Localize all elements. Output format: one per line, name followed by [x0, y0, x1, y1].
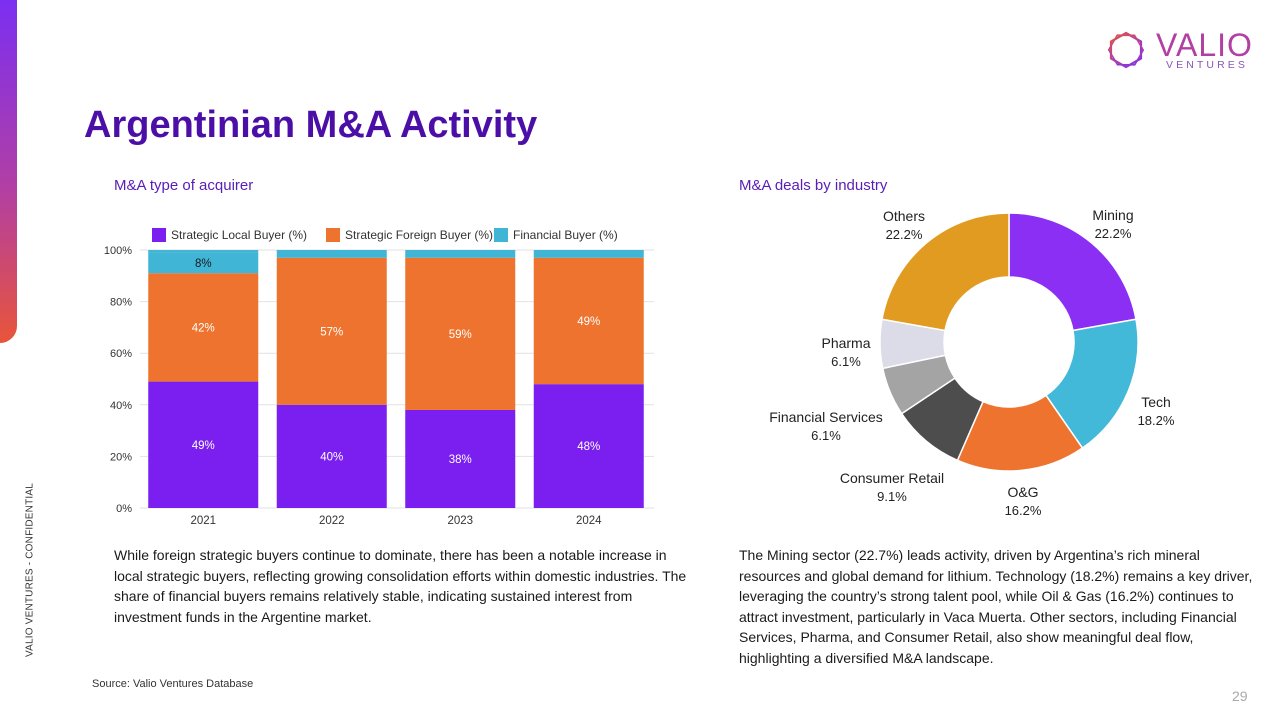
bar-segment: [533, 250, 644, 258]
bar-segment: [405, 250, 516, 258]
bar-data-label: 59%: [449, 329, 472, 341]
slice-value-label: 9.1%: [877, 489, 907, 504]
slice-name-label: Mining: [1092, 207, 1133, 223]
legend-swatch: [326, 228, 340, 242]
slice-value-label: 18.2%: [1138, 413, 1175, 428]
bar-segment: [148, 252, 259, 274]
legend-swatch: [152, 228, 166, 242]
bar-data-label: 57%: [320, 326, 343, 338]
y-tick-label: 60%: [110, 348, 132, 360]
donut-chart-heading: M&A deals by industry: [739, 177, 888, 194]
y-tick-label: 100%: [104, 245, 132, 257]
hexagon-logo-icon: [1107, 31, 1145, 69]
bar-segment: [148, 273, 259, 382]
bar-chart-heading: M&A type of acquirer: [114, 177, 254, 194]
slice-name-label: Pharma: [821, 335, 870, 351]
bar-data-label: 8%: [195, 258, 212, 270]
slice-value-label: 6.1%: [811, 428, 841, 443]
bar-segment: [276, 250, 387, 258]
slice-name-label: Tech: [1141, 394, 1171, 410]
legend-label: Strategic Foreign Buyer (%): [345, 228, 493, 242]
slice-name-label: O&G: [1007, 484, 1038, 500]
y-tick-label: 80%: [110, 297, 132, 309]
acquirer-type-bar-chart: 0% 20% 40% 60% 80% 100% Strategic Local Buyer …: [104, 228, 654, 527]
bar-data-label: 49%: [577, 316, 600, 328]
industry-donut-chart: Mining 22.2% Tech 18.2% O&G 16.2% Consumer Ret…: [769, 207, 1175, 518]
legend-swatch: [494, 228, 508, 242]
slice-value-label: 22.2%: [886, 227, 923, 242]
slice-name-label: Financial Services: [769, 409, 883, 425]
slice-value-label: 16.2%: [1005, 503, 1042, 518]
source-note: Source: Valio Ventures Database: [92, 678, 254, 690]
confidential-label: VALIO VENTURES - CONFIDENTIAL: [24, 483, 36, 657]
legend-label: Strategic Local Buyer (%): [171, 228, 307, 242]
slice-value-label: 6.1%: [831, 354, 861, 369]
x-tick-label: 2024: [576, 515, 602, 527]
bar-segment: [533, 257, 644, 385]
y-tick-label: 20%: [110, 451, 132, 463]
y-tick-label: 40%: [110, 400, 132, 412]
bar-segment: [405, 257, 516, 410]
slice-value-label: 22.2%: [1095, 226, 1132, 241]
industry-commentary: The Mining sector (22.7%) leads activity…: [739, 547, 1253, 666]
acquirer-commentary: While foreign strategic buyers continue …: [114, 547, 687, 625]
bar-segment: [533, 384, 644, 508]
bar-data-label: 40%: [320, 451, 343, 463]
slice-name-label: Consumer Retail: [840, 470, 944, 486]
legend-label: Financial Buyer (%): [513, 228, 618, 242]
bar-data-label: 42%: [192, 322, 215, 334]
x-tick-label: 2023: [447, 515, 473, 527]
y-tick-label: 0%: [116, 503, 132, 515]
logo-wordmark: VALIO: [1156, 27, 1253, 63]
bar-segment: [276, 257, 387, 405]
page-title: Argentinian M&A Activity: [84, 104, 538, 146]
x-tick-label: 2021: [190, 515, 216, 527]
bar-segment: [148, 250, 259, 253]
slice-name-label: Others: [883, 208, 925, 224]
bar-data-label: 48%: [577, 441, 600, 453]
bar-data-label: 38%: [449, 454, 472, 466]
bar-segment: [405, 409, 516, 508]
bar-segment: [148, 381, 259, 508]
x-tick-label: 2022: [319, 515, 345, 527]
page-number: 29: [1232, 688, 1248, 704]
donut-slice: [881, 212, 1010, 332]
bar-segment: [276, 404, 387, 508]
bar-data-label: 49%: [192, 440, 215, 452]
company-logo: VALIO VENTURES: [1106, 27, 1252, 72]
accent-bar: [0, 0, 17, 343]
logo-subtitle: VENTURES: [1166, 59, 1248, 71]
donut-slice: [1008, 212, 1137, 332]
